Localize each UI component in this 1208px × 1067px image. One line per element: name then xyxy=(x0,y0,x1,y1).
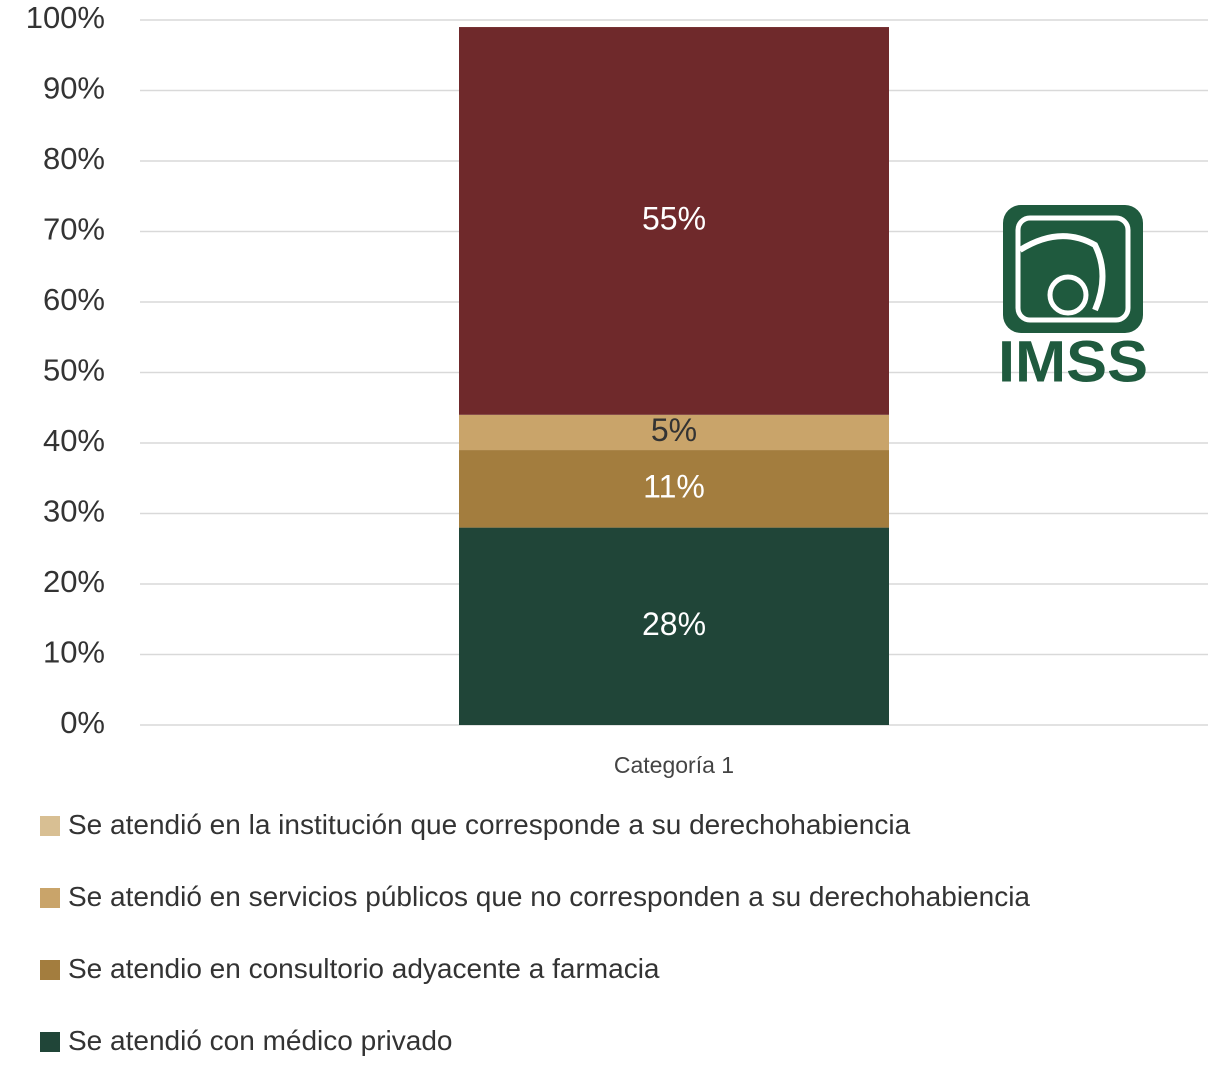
y-tick-label: 80% xyxy=(43,141,105,176)
data-label: 5% xyxy=(651,412,697,448)
legend-item: Se atendió con médico privado xyxy=(40,1024,1170,1058)
y-tick-label: 40% xyxy=(43,423,105,458)
legend-swatch xyxy=(40,816,60,836)
logo-text: IMSS xyxy=(998,329,1148,394)
plot: 0% 10% 20% 30% 40% 50% 60% 70% 80% 90% 100% Categor… xyxy=(26,0,1208,778)
legend-swatch xyxy=(40,1032,60,1052)
legend-item: Se atendió en la institución que corresp… xyxy=(40,808,1170,842)
data-label: 11% xyxy=(643,468,705,504)
data-label: 55% xyxy=(642,200,706,236)
bar-segment xyxy=(459,450,889,528)
logo: IMSS xyxy=(998,205,1148,394)
logo-figure xyxy=(1047,274,1089,316)
y-tick-label: 0% xyxy=(60,705,105,740)
legend-label: Se atendió con médico privado xyxy=(68,1025,453,1056)
legend-label: Se atendio en consultorio adyacente a fa… xyxy=(68,953,660,984)
chart: 0% 10% 20% 30% 40% 50% 60% 70% 80% 90% 100% Categor… xyxy=(26,0,1208,778)
legend-label: Se atendió en servicios públicos que no … xyxy=(68,881,1030,912)
legend-item: Se atendió en servicios públicos que no … xyxy=(40,880,1170,914)
data-label: 28% xyxy=(642,606,706,642)
legend-swatch xyxy=(40,888,60,908)
y-tick-label: 60% xyxy=(43,282,105,317)
bar-segment xyxy=(459,414,889,451)
logo-shield xyxy=(1003,205,1143,333)
legend-label: Se atendió en la institución que corresp… xyxy=(68,809,911,840)
legend-swatch xyxy=(40,960,60,980)
bar-segment xyxy=(459,27,889,415)
y-tick-label: 10% xyxy=(43,635,105,670)
logo-inner xyxy=(1015,215,1131,323)
y-tick-label: 50% xyxy=(43,353,105,388)
y-tick-label: 30% xyxy=(43,494,105,529)
y-tick-label: 20% xyxy=(43,564,105,599)
y-tick-label: 90% xyxy=(43,71,105,106)
y-tick-label: 100% xyxy=(26,0,105,35)
x-tick-label: Categoría 1 xyxy=(614,752,734,778)
logo-eagle xyxy=(1018,233,1106,312)
bar-segment xyxy=(459,527,889,725)
legend-item: Se atendio en consultorio adyacente a fa… xyxy=(40,952,1170,986)
y-tick-label: 70% xyxy=(43,212,105,247)
